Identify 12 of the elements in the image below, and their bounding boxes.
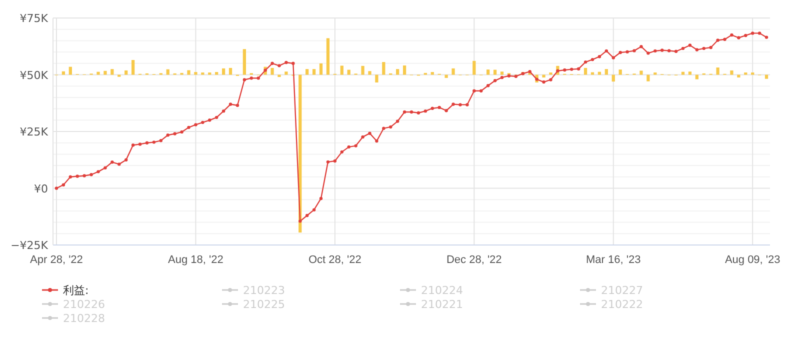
x-tick-label: Dec 28, '22: [446, 254, 502, 266]
x-tick-label: Oct 28, '22: [308, 254, 362, 266]
y-tick-label: ¥25K: [20, 126, 49, 138]
legend-label: 利益:: [63, 284, 89, 297]
y-tick-label: −¥25K: [10, 239, 49, 252]
y-tick-label: ¥0: [34, 182, 48, 196]
x-tick-label: Aug 18, '22: [168, 254, 224, 266]
x-tick-label: Apr 28, '22: [30, 254, 83, 266]
x-tick-label: Mar 16, '23: [586, 254, 641, 266]
y-tick-label: ¥50K: [20, 68, 49, 82]
x-tick-label: Aug 09, '23: [724, 254, 780, 266]
y-tick-label: ¥75K: [20, 12, 49, 25]
